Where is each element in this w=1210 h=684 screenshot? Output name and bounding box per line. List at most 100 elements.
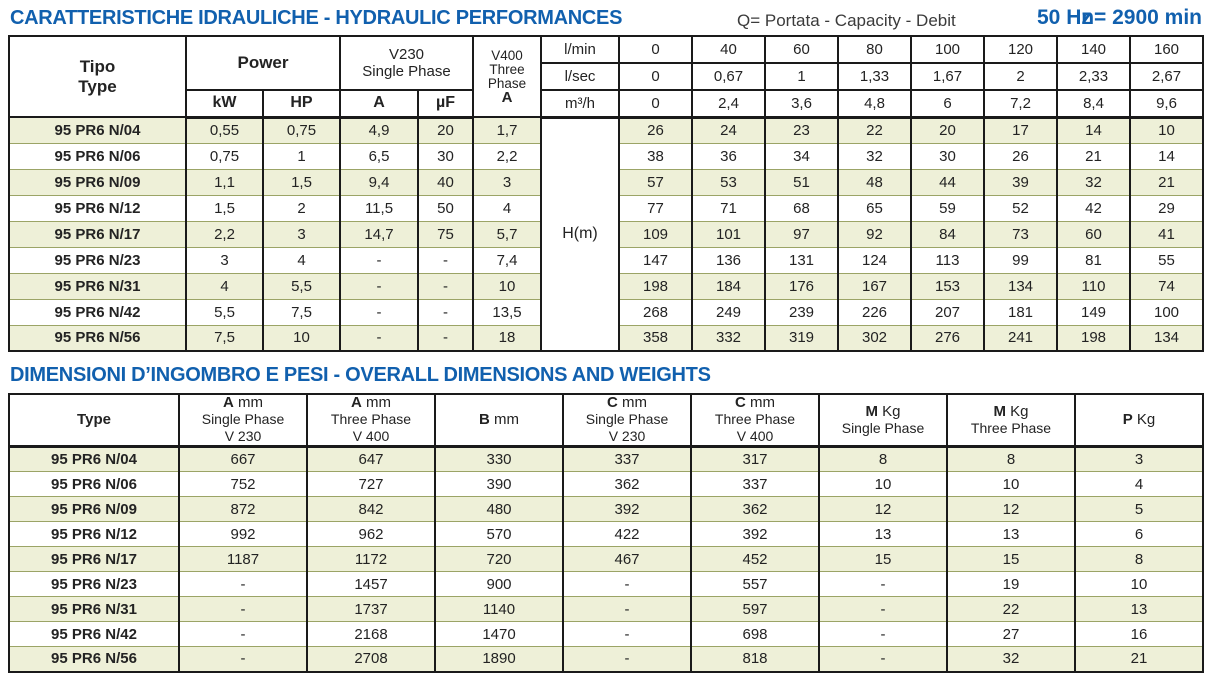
v400-amp-cell: 7,4 (472, 246, 542, 274)
dim-value-cell: 1470 (434, 621, 564, 647)
amp-cell: 6,5 (339, 142, 419, 170)
header-row: Tipo Type Power V230 Single Phase V400 Thre… (8, 35, 1204, 118)
dim-value-cell: 10 (818, 471, 948, 497)
pump-type-cell: 95 PR6 N/04 (8, 116, 187, 144)
hp-cell: 10 (262, 324, 341, 352)
head-value-cell: 149 (1056, 298, 1131, 326)
v400-amp-cell: 1,7 (472, 116, 542, 144)
dim-value-cell: 12 (946, 496, 1076, 522)
dim-value-cell: 4 (1074, 471, 1204, 497)
dimensions-table-body: 95 PR6 N/04 667 647 330 337 317 8 8 3 95 PR6 N/06… (8, 446, 1204, 673)
capacity-legend: Q= Portata - Capacity - Debit (737, 11, 956, 30)
head-value-cell: 65 (837, 194, 912, 222)
head-value-cell: 92 (837, 220, 912, 248)
dim-value-cell: 900 (434, 571, 564, 597)
uf-cell: - (417, 324, 474, 352)
dim-header-symbol: B (478, 411, 490, 428)
dim-value-cell: - (818, 621, 948, 647)
head-value-cell: 319 (764, 324, 839, 352)
head-value-cell: 30 (910, 142, 985, 170)
pump-type-cell: 95 PR6 N/23 (8, 246, 187, 274)
hydraulic-performance-table: Tipo Type Power V230 Single Phase V400 Thre… (8, 35, 1204, 352)
header-flow-unit-lsec: l/sec (540, 62, 620, 91)
head-value-cell: 101 (691, 220, 766, 248)
head-value-cell: 51 (764, 168, 839, 196)
head-value-cell: 23 (764, 116, 839, 144)
dim-type-cell: 95 PR6 N/04 (8, 446, 180, 472)
dim-header-phase: Single Phase (585, 411, 669, 427)
dim-value-cell: 962 (306, 521, 436, 547)
dim-type-cell: 95 PR6 N/12 (8, 521, 180, 547)
flow-value-cell: 0 (618, 35, 693, 64)
dim-value-cell: 362 (562, 471, 692, 497)
flow-value-cell: 2,67 (1129, 62, 1204, 91)
header-kw: kW (185, 89, 264, 119)
hp-cell: 1,5 (262, 168, 341, 196)
flow-value-cell: 60 (764, 35, 839, 64)
dim-value-cell: 12 (818, 496, 948, 522)
hydraulic-table-header: Tipo Type Power V230 Single Phase V400 Thre… (8, 35, 1204, 119)
dimensions-table-header: Type A mm Single Phase V 230 A mm Three Phase… (8, 393, 1204, 448)
head-value-cell: 249 (691, 298, 766, 326)
dimensions-row: 95 PR6 N/06 752 727 390 362 337 10 10 4 (8, 471, 1204, 497)
pump-type-cell: 95 PR6 N/56 (8, 324, 187, 352)
flow-value-cell: 7,2 (983, 89, 1058, 119)
dim-value-cell: - (178, 596, 308, 622)
dim-header-phase: Three Phase (970, 419, 1052, 436)
dim-value-cell: 13 (818, 521, 948, 547)
dimensions-table: Type A mm Single Phase V 230 A mm Three Phase… (8, 393, 1204, 673)
head-value-cell: 73 (983, 220, 1058, 248)
dim-value-cell: 15 (946, 546, 1076, 572)
dim-header-cell: B mm (434, 393, 564, 448)
dim-header-symbol: A (222, 394, 234, 411)
head-value-cell: 81 (1056, 246, 1131, 274)
head-value-cell: 26 (983, 142, 1058, 170)
hydraulic-row: 95 PR6 N/17 2,2 3 14,7 75 5,7 109 101 97 92 84 73 60… (8, 220, 1204, 248)
head-value-cell: 21 (1056, 142, 1131, 170)
dim-value-cell: 720 (434, 546, 564, 572)
head-value-cell: 38 (618, 142, 693, 170)
dim-header-cell: P Kg (1074, 393, 1204, 448)
hydraulic-row: 95 PR6 N/56 7,5 10- -18 358 332 319 302 276 241 19… (8, 324, 1204, 352)
dim-header-voltage: V 230 (608, 428, 646, 444)
pump-type-cell: 95 PR6 N/17 (8, 220, 187, 248)
flow-value-cell: 40 (691, 35, 766, 64)
dim-value-cell: - (818, 571, 948, 597)
dimensions-row: 95 PR6 N/17 1187 1172 720 467 452 15 15 8 (8, 546, 1204, 572)
head-value-cell: 268 (618, 298, 693, 326)
dimensions-row: 95 PR6 N/09 872 842 480 392 362 12 12 5 (8, 496, 1204, 522)
head-value-cell: 77 (618, 194, 693, 222)
flow-value-cell: 0 (618, 89, 693, 119)
dim-header-cell: A mm Single Phase V 230 (178, 393, 308, 448)
header-power: Power (185, 35, 341, 91)
dim-header-symbol: M (993, 402, 1006, 420)
pump-type-cell: 95 PR6 N/06 (8, 142, 187, 170)
head-value-cell: 131 (764, 246, 839, 274)
head-value-cell: 71 (691, 194, 766, 222)
dim-type-cell: 95 PR6 N/17 (8, 546, 180, 572)
head-value-cell: 21 (1129, 168, 1204, 196)
dim-value-cell: 337 (562, 446, 692, 472)
dimensions-row: 95 PR6 N/42-2168 1470-698-27 16 (8, 621, 1204, 647)
flow-value-cell: 6 (910, 89, 985, 119)
amp-cell: - (339, 246, 419, 274)
head-value-cell: 22 (837, 116, 912, 144)
dim-value-cell: 22 (946, 596, 1076, 622)
dim-value-cell: 317 (690, 446, 820, 472)
v400-amp-cell: 2,2 (472, 142, 542, 170)
head-value-cell: 32 (837, 142, 912, 170)
head-value-cell: 113 (910, 246, 985, 274)
dimensions-row: 95 PR6 N/12 992 962 570 422 392 13 13 6 (8, 521, 1204, 547)
head-value-cell: 134 (983, 272, 1058, 300)
dim-value-cell: 330 (434, 446, 564, 472)
hp-cell: 5,5 (262, 272, 341, 300)
head-value-cell: 136 (691, 246, 766, 274)
head-value-cell: 53 (691, 168, 766, 196)
head-value-cell: 26 (618, 116, 693, 144)
head-value-cell: 41 (1129, 220, 1204, 248)
uf-cell: - (417, 246, 474, 274)
dim-header-phase: Three Phase (714, 411, 796, 427)
head-meters-cell: H(m) (540, 116, 620, 352)
dim-type-cell: 95 PR6 N/23 (8, 571, 180, 597)
dim-header-voltage: V 400 (736, 428, 774, 444)
